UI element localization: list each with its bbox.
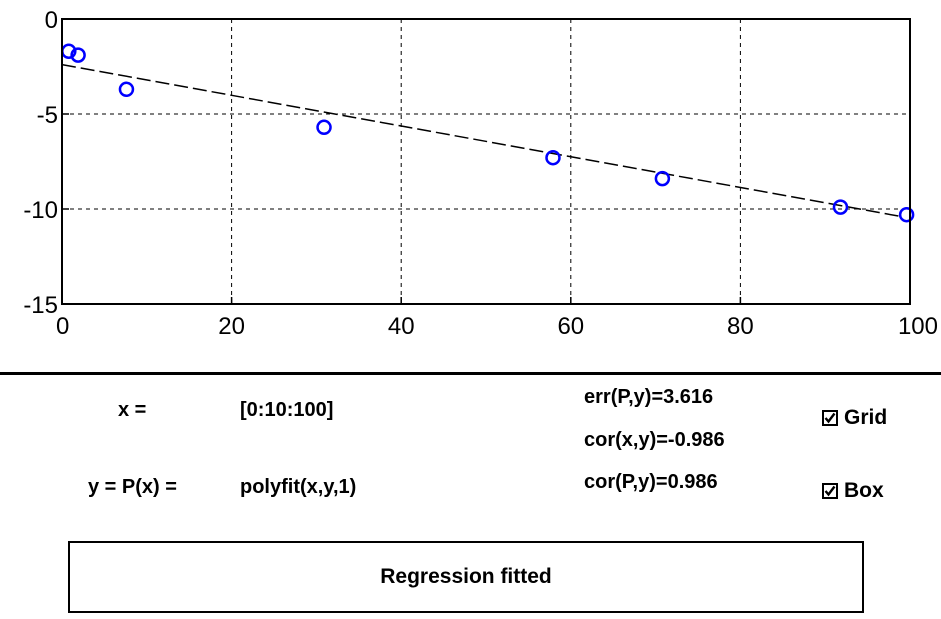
x-tick-labels: 0 20 40 60 80 100 (56, 313, 938, 340)
err-readout: err(P,y)=3.616 (584, 386, 714, 408)
x-tick-label: 20 (218, 313, 245, 340)
y-tick-label: 0 (45, 7, 58, 34)
grid-checkbox-label: Grid (844, 406, 888, 429)
data-point (316, 119, 332, 136)
y-tick-label: -10 (23, 197, 58, 224)
checkmark-icon (824, 485, 836, 497)
x-tick-label: 40 (388, 313, 415, 340)
y-tick-label: -15 (23, 292, 58, 319)
data-point (832, 199, 849, 215)
box-checkbox-box[interactable] (822, 483, 838, 499)
scatter-plot: 0 20 40 60 80 100 0 -5 -10 -15 (23, 7, 938, 340)
checkmark-icon (824, 412, 836, 424)
data-point (898, 206, 915, 223)
y-label: y = P(x) = (88, 476, 177, 498)
x-label: x = (118, 399, 147, 421)
status-text: Regression fitted (380, 565, 552, 588)
data-point (118, 81, 135, 98)
cor-xy-readout: cor(x,y)=-0.986 (584, 429, 725, 451)
box-checkbox-label: Box (844, 479, 884, 502)
x-tick-label: 60 (557, 313, 584, 340)
fit-line (61, 63, 902, 218)
y-expression: polyfit(x,y,1) (240, 476, 357, 498)
data-point (545, 149, 561, 166)
x-tick-label: 0 (56, 313, 69, 340)
data-point (654, 170, 671, 187)
status-box: Regression fitted (68, 541, 864, 613)
axes-box (61, 18, 911, 305)
cor-py-readout: cor(P,y)=0.986 (584, 471, 718, 493)
data-points (61, 43, 915, 223)
grid-checkbox-box[interactable] (822, 410, 838, 426)
data-point (70, 47, 86, 63)
x-tick-label: 100 (898, 313, 938, 340)
panel-divider (0, 372, 941, 375)
y-tick-label: -5 (37, 102, 58, 129)
x-tick-label: 80 (727, 313, 754, 340)
grid-checkbox[interactable]: Grid (822, 406, 887, 430)
y-tick-labels: 0 -5 -10 -15 (23, 7, 58, 319)
box-checkbox[interactable]: Box (822, 479, 884, 503)
grid-lines (61, 18, 911, 305)
x-expression: [0:10:100] (240, 399, 334, 421)
fit-line-group (61, 63, 902, 218)
